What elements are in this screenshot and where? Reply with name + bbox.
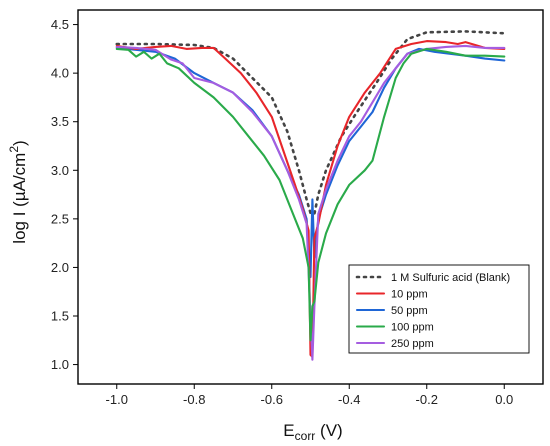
- legend-label: 1 M Sulfuric acid (Blank): [391, 272, 510, 284]
- x-tick-label: -0.6: [261, 392, 283, 407]
- series-line-50-ppm: [115, 46, 506, 279]
- y-tick-label: 2.0: [51, 260, 69, 275]
- y-tick-label: 3.0: [51, 163, 69, 178]
- x-tick-label: -0.8: [183, 392, 205, 407]
- x-tick-label: -1.0: [106, 392, 128, 407]
- x-tick-label: -0.4: [338, 392, 360, 407]
- x-tick-label: 0.0: [495, 392, 513, 407]
- series-lines: [115, 30, 506, 361]
- series-line-100-ppm: [115, 47, 506, 342]
- axis-ticks: -1.0 -0.8 -0.6 -0.4 -0.2 0.0 1.0 1.5 2.0 2.5 3.0 3.…: [51, 17, 513, 407]
- plot-frame: [77, 9, 544, 385]
- legend-label: 250 ppm: [391, 338, 434, 350]
- series-line-1-m-sulfuric-acid-blank: [115, 30, 506, 216]
- legend-label: 10 ppm: [391, 289, 428, 301]
- x-axis-title: Ecorr (V): [283, 421, 342, 443]
- y-tick-label: 1.0: [51, 357, 69, 372]
- y-axis-title: log I (µA/cm2): [7, 140, 29, 243]
- x-tick-label: -0.2: [416, 392, 438, 407]
- y-tick-label: 3.5: [51, 114, 69, 129]
- legend-label: 50 ppm: [391, 305, 428, 317]
- legend-label: 100 ppm: [391, 322, 434, 334]
- legend: 1 M Sulfuric acid (Blank) 10 ppm 50 ppm 100…: [348, 264, 530, 354]
- y-tick-label: 4.5: [51, 17, 69, 32]
- y-tick-label: 4.0: [51, 66, 69, 81]
- y-tick-label: 1.5: [51, 309, 69, 324]
- y-tick-label: 2.5: [51, 211, 69, 226]
